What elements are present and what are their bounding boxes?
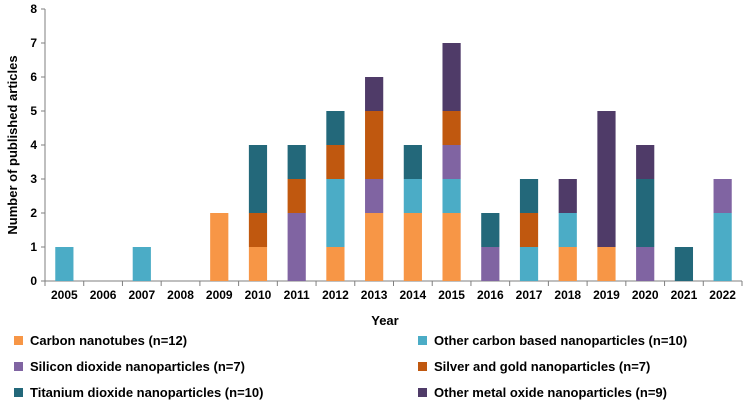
legend-swatch <box>14 388 23 397</box>
bar-segment <box>326 111 345 145</box>
bar-segment <box>365 77 384 111</box>
bar-segment <box>713 179 732 213</box>
bar-segment <box>55 247 74 281</box>
bar-segment <box>442 43 461 111</box>
x-tick-label: 2013 <box>361 288 388 302</box>
x-tick-label: 2020 <box>632 288 659 302</box>
bars-layer <box>55 43 732 281</box>
bar-segment <box>481 213 500 247</box>
x-tick-label: 2007 <box>128 288 155 302</box>
legend-swatch <box>14 362 23 371</box>
bar-segment <box>365 179 384 213</box>
y-tick-label: 3 <box>30 172 37 186</box>
bar-segment <box>326 247 345 281</box>
bar-segment <box>442 213 461 281</box>
bar-segment <box>365 213 384 281</box>
bar-segment <box>442 111 461 145</box>
y-tick-label: 2 <box>30 206 37 220</box>
bar-segment <box>403 213 422 281</box>
bar-segment <box>287 213 306 281</box>
bar-segment <box>519 213 539 247</box>
x-tick-label: 2022 <box>709 288 736 302</box>
bar-segment <box>519 179 539 213</box>
bar-segment <box>248 213 268 247</box>
y-tick-label: 8 <box>30 2 37 16</box>
y-tick-label: 1 <box>30 240 37 254</box>
bar-segment <box>442 179 461 213</box>
x-tick-label: 2019 <box>593 288 620 302</box>
bar-segment <box>713 213 732 281</box>
bar-segment <box>674 247 694 281</box>
legend-swatch <box>418 336 427 345</box>
bar-segment <box>636 247 655 281</box>
bar-segment <box>519 247 539 281</box>
x-tick-label: 2010 <box>245 288 272 302</box>
bar-segment <box>132 247 151 281</box>
bar-segment <box>287 145 306 179</box>
bar-segment <box>326 179 345 247</box>
bar-segment <box>558 179 577 213</box>
legend-entry-label: Other metal oxide nanoparticles (n=9) <box>434 385 667 400</box>
bar-segment <box>403 179 422 213</box>
bar-segment <box>442 145 461 179</box>
bar-segment <box>558 247 577 281</box>
bar-segment <box>287 179 306 213</box>
y-axis-title: Number of published articles <box>5 55 20 234</box>
x-tick-label: 2021 <box>671 288 698 302</box>
bar-segment <box>248 247 268 281</box>
bar-segment <box>248 145 268 213</box>
x-tick-label: 2017 <box>516 288 543 302</box>
x-tick-label: 2005 <box>51 288 78 302</box>
legend-entry-label: Silver and gold nanoparticles (n=7) <box>434 359 650 374</box>
y-tick-label: 0 <box>30 274 37 288</box>
bar-segment <box>558 213 577 247</box>
legend-swatch <box>418 362 427 371</box>
legend-entry-label: Other carbon based nanoparticles (n=10) <box>434 333 687 348</box>
x-tick-label: 2008 <box>167 288 194 302</box>
bar-segment <box>636 179 655 247</box>
y-tick-label: 6 <box>30 70 37 84</box>
labels-layer: 0 1 2 3 4 5 6 7 8 2005 2006 2007 2008 2009 2010 2011 201… <box>30 2 736 302</box>
legend-swatch <box>14 336 23 345</box>
x-tick-label: 2015 <box>438 288 465 302</box>
legend-entry-label: Titanium dioxide nanoparticles (n=10) <box>30 385 263 400</box>
y-tick-label: 5 <box>30 104 37 118</box>
x-tick-label: 2014 <box>400 288 427 302</box>
bar-segment <box>481 247 500 281</box>
x-tick-label: 2016 <box>477 288 504 302</box>
bar-segment <box>326 145 345 179</box>
legend-entry-label: Carbon nanotubes (n=12) <box>30 333 187 348</box>
bar-segment <box>403 145 422 179</box>
x-tick-label: 2012 <box>322 288 349 302</box>
bar-segment <box>597 111 616 247</box>
y-tick-label: 7 <box>30 36 37 50</box>
legend: Carbon nanotubes (n=12) Other carbon base… <box>14 333 687 400</box>
y-tick-label: 4 <box>30 138 37 152</box>
x-tick-label: 2018 <box>554 288 581 302</box>
bar-segment <box>210 213 229 281</box>
bar-segment <box>597 247 616 281</box>
x-tick-label: 2006 <box>90 288 117 302</box>
bar-segment <box>636 145 655 179</box>
legend-entry-label: Silicon dioxide nanoparticles (n=7) <box>30 359 245 374</box>
axes-layer <box>41 8 743 286</box>
x-axis-title: Year <box>371 313 398 328</box>
x-tick-label: 2011 <box>284 288 310 302</box>
bar-segment <box>365 111 384 179</box>
legend-swatch <box>418 388 427 397</box>
x-tick-label: 2009 <box>206 288 233 302</box>
